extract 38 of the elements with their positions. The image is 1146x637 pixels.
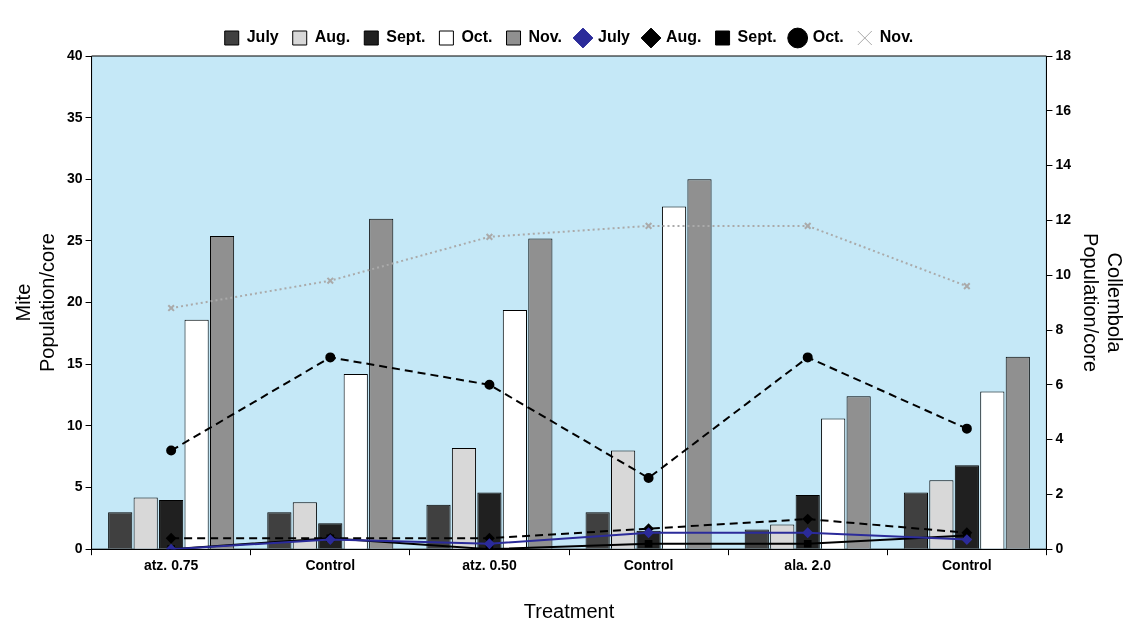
x-tick-label: Control [941, 557, 992, 574]
y2-tick-label: 8 [1055, 320, 1064, 337]
y2-tick-label: 16 [1055, 101, 1072, 118]
y-tick-label: 0 [74, 540, 83, 557]
y2-tick-label: 2 [1055, 485, 1064, 502]
y2-tick-label: 14 [1055, 156, 1072, 173]
y2-tick-label: 6 [1055, 375, 1064, 392]
y2-tick-label: 12 [1055, 211, 1072, 228]
legend-label: July [598, 28, 631, 46]
legend-label: Oct. [461, 28, 493, 46]
y2-tick-label: 4 [1055, 430, 1064, 447]
y2-tick-label: 0 [1055, 540, 1064, 557]
y2-axis-title: Collembola Population/core [1080, 233, 1127, 373]
legend-label: Sept. [386, 28, 426, 46]
x-tick-label: atz. 0.50 [462, 557, 517, 574]
legend-label: Aug. [666, 28, 702, 46]
legend-label: Nov. [879, 28, 914, 46]
legend-label: July [246, 28, 279, 46]
y-tick-label: 40 [66, 46, 83, 63]
y-tick-label: 35 [66, 108, 83, 125]
y-tick-label: 30 [66, 170, 83, 187]
y-tick-label: 25 [66, 231, 83, 248]
x-tick-label: ala. 2.0 [784, 557, 832, 574]
y-tick-label: 20 [66, 293, 83, 310]
x-axis-title: Treatment [523, 599, 615, 622]
y2-tick-label: 18 [1055, 46, 1072, 63]
legend-label: Aug. [314, 28, 351, 46]
y-tick-label: 5 [74, 478, 83, 495]
legend-label: Nov. [528, 28, 562, 46]
y-axis-title: Mite Population/core [11, 233, 58, 373]
x-tick-label: atz. 0.75 [143, 557, 199, 574]
y-tick-label: 15 [66, 355, 83, 372]
y-tick-label: 10 [66, 416, 83, 433]
y2-tick-label: 10 [1055, 266, 1072, 283]
x-tick-label: Control [623, 557, 674, 574]
legend-label: Oct. [812, 28, 844, 46]
x-tick-label: Control [305, 557, 356, 574]
legend-label: Sept. [737, 28, 777, 46]
